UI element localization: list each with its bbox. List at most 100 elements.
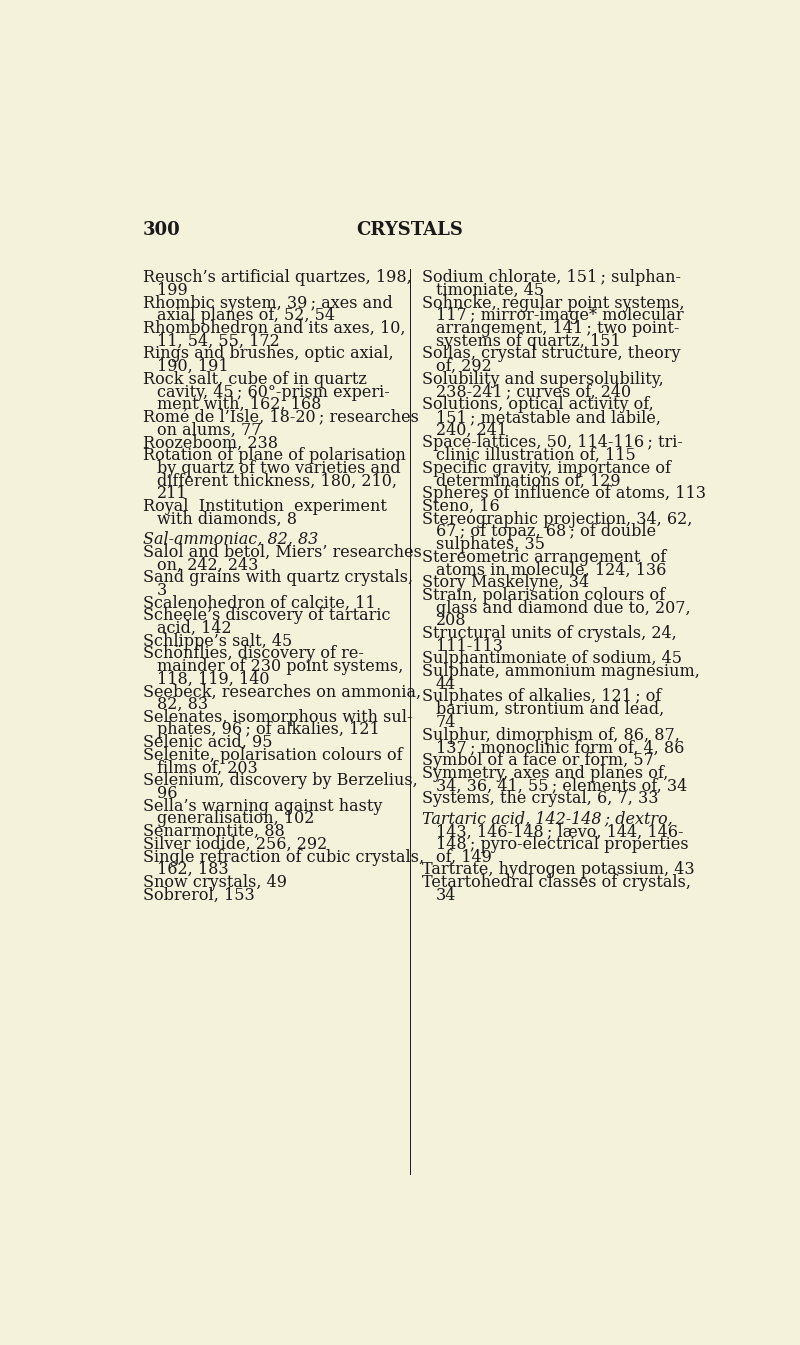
Text: 137 ; monoclinic form of, 4, 86: 137 ; monoclinic form of, 4, 86 [435,740,684,756]
Text: Seebeck, researches on ammonia,: Seebeck, researches on ammonia, [142,683,421,701]
Text: Rings and brushes, optic axial,: Rings and brushes, optic axial, [142,346,394,362]
Text: CRYSTALS: CRYSTALS [357,222,463,239]
Text: with diamonds, 8: with diamonds, 8 [157,511,297,527]
Text: films of, 203: films of, 203 [157,760,258,776]
Text: 111-113: 111-113 [435,638,502,655]
Text: phates, 96 ; of alkalies, 121: phates, 96 ; of alkalies, 121 [157,721,379,738]
Text: 82, 83: 82, 83 [157,697,208,713]
Text: Selenium, discovery by Berzelius,: Selenium, discovery by Berzelius, [142,772,418,790]
Text: cavity, 45 ; 60°-prism experi-: cavity, 45 ; 60°-prism experi- [157,383,390,401]
Text: 118, 119, 140: 118, 119, 140 [157,671,269,687]
Text: Space-lattices, 50, 114-116 ; tri-: Space-lattices, 50, 114-116 ; tri- [422,434,682,452]
Text: of, 149: of, 149 [435,849,491,866]
Text: 117 ; mirror-image* molecular: 117 ; mirror-image* molecular [435,307,683,324]
Text: arrangement, 141 ; two point-: arrangement, 141 ; two point- [435,320,679,338]
Text: Stereometric arrangement  of: Stereometric arrangement of [422,549,666,566]
Text: Salol and betol, Miers’ researches: Salol and betol, Miers’ researches [142,543,422,561]
Text: Systems, the crystal, 6, 7, 33: Systems, the crystal, 6, 7, 33 [422,790,658,807]
Text: 143, 146-148 ; lævo, 144, 146-: 143, 146-148 ; lævo, 144, 146- [435,823,683,841]
Text: Reusch’s artificial quartzes, 198,: Reusch’s artificial quartzes, 198, [142,269,411,286]
Text: Roozeboom, 238: Roozeboom, 238 [142,434,278,452]
Text: Tartrate, hydrogen potassium, 43: Tartrate, hydrogen potassium, 43 [422,861,694,878]
Text: 238-241 ; curves of, 240: 238-241 ; curves of, 240 [435,383,630,401]
Text: systems of quartz, 151: systems of quartz, 151 [435,332,620,350]
Text: Sal-ammoniac, 82, 83: Sal-ammoniac, 82, 83 [142,531,318,547]
Text: determinations of, 129: determinations of, 129 [435,472,620,490]
Text: 199: 199 [157,282,187,299]
Text: Tartaric acid, 142-148 ; dextro,: Tartaric acid, 142-148 ; dextro, [422,811,672,827]
Text: mainder of 230 point systems,: mainder of 230 point systems, [157,658,403,675]
Text: Selenic acid, 95: Selenic acid, 95 [142,734,272,752]
Text: Scalenohedron of calcite, 11: Scalenohedron of calcite, 11 [142,594,375,612]
Text: Story Maskelyne, 34: Story Maskelyne, 34 [422,574,589,590]
Text: Symmetry, axes and planes of,: Symmetry, axes and planes of, [422,765,668,781]
Text: 211: 211 [157,486,187,502]
Text: atoms in molecule, 124, 136: atoms in molecule, 124, 136 [435,561,666,578]
Text: Sodium chlorate, 151 ; sulphan-: Sodium chlorate, 151 ; sulphan- [422,269,681,286]
Text: Rhombohedron and its axes, 10,: Rhombohedron and its axes, 10, [142,320,405,338]
Text: Rock salt, cube of in quartz: Rock salt, cube of in quartz [142,371,366,387]
Text: Selenates, isomorphous with sul-: Selenates, isomorphous with sul- [142,709,412,726]
Text: Scheele’s discovery of tartaric: Scheele’s discovery of tartaric [142,607,390,624]
Text: Structural units of crystals, 24,: Structural units of crystals, 24, [422,625,676,642]
Text: on, 242, 243: on, 242, 243 [157,557,258,573]
Text: 96: 96 [157,785,177,802]
Text: Sulphantimoniate of sodium, 45: Sulphantimoniate of sodium, 45 [422,651,682,667]
Text: sulphates, 35: sulphates, 35 [435,537,545,553]
Text: by quartz of two varieties and: by quartz of two varieties and [157,460,400,476]
Text: acid, 142: acid, 142 [157,620,231,638]
Text: Sulphur, dimorphism of, 86, 87,: Sulphur, dimorphism of, 86, 87, [422,726,679,744]
Text: Sulphate, ammonium magnesium,: Sulphate, ammonium magnesium, [422,663,699,681]
Text: Sand grains with quartz crystals,: Sand grains with quartz crystals, [142,569,413,586]
Text: Solubility and supersolubility,: Solubility and supersolubility, [422,371,663,387]
Text: Schönflies, discovery of re-: Schönflies, discovery of re- [142,646,363,662]
Text: Schlippe’s salt, 45: Schlippe’s salt, 45 [142,632,292,650]
Text: Sella’s warning against hasty: Sella’s warning against hasty [142,798,382,815]
Text: Sohncke, regular point systems,: Sohncke, regular point systems, [422,295,684,312]
Text: on alums, 77: on alums, 77 [157,422,261,438]
Text: Royal  Institution  experiment: Royal Institution experiment [142,498,386,515]
Text: 3: 3 [157,582,167,599]
Text: Senarmontite, 88: Senarmontite, 88 [142,823,284,841]
Text: axial planes of, 52, 54: axial planes of, 52, 54 [157,307,334,324]
Text: Romé de l’Isle, 18-20 ; researches: Romé de l’Isle, 18-20 ; researches [142,409,418,426]
Text: Sulphates of alkalies, 121 ; of: Sulphates of alkalies, 121 ; of [422,689,661,706]
Text: of, 292: of, 292 [435,358,491,375]
Text: Specific gravity, importance of: Specific gravity, importance of [422,460,670,476]
Text: 190, 191: 190, 191 [157,358,228,375]
Text: generalisation, 102: generalisation, 102 [157,811,314,827]
Text: Stereographic projection, 34, 62,: Stereographic projection, 34, 62, [422,511,692,527]
Text: Solutions, optical activity of,: Solutions, optical activity of, [422,397,654,413]
Text: different thickness, 180, 210,: different thickness, 180, 210, [157,472,397,490]
Text: barium, strontium and lead,: barium, strontium and lead, [435,701,664,718]
Text: Tetartohedral classes of crystals,: Tetartohedral classes of crystals, [422,874,690,890]
Text: Snow crystals, 49: Snow crystals, 49 [142,874,286,890]
Text: timoniate, 45: timoniate, 45 [435,282,544,299]
Text: 148 ; pyro-electrical properties: 148 ; pyro-electrical properties [435,835,688,853]
Text: Single refraction of cubic crystals,: Single refraction of cubic crystals, [142,849,424,866]
Text: 74: 74 [435,714,456,730]
Text: Steno, 16: Steno, 16 [422,498,499,515]
Text: 34: 34 [435,886,456,904]
Text: Strain, polarisation colours of: Strain, polarisation colours of [422,586,665,604]
Text: Rotation of plane of polarisation: Rotation of plane of polarisation [142,447,406,464]
Text: 44: 44 [435,675,456,693]
Text: Sollas, crystal structure, theory: Sollas, crystal structure, theory [422,346,680,362]
Text: Sobrerol, 153: Sobrerol, 153 [142,886,254,904]
Text: 11, 54, 55, 172: 11, 54, 55, 172 [157,332,279,350]
Text: 162, 183: 162, 183 [157,861,228,878]
Text: 34, 36, 41, 55 ; elements of, 34: 34, 36, 41, 55 ; elements of, 34 [435,777,687,795]
Text: 300: 300 [142,222,180,239]
Text: Spheres of influence of atoms, 113: Spheres of influence of atoms, 113 [422,486,706,502]
Text: 208: 208 [435,612,466,629]
Text: 151 ; metastable and labile,: 151 ; metastable and labile, [435,409,661,426]
Text: glass and diamond due to, 207,: glass and diamond due to, 207, [435,600,690,616]
Text: Rhombic system, 39 ; axes and: Rhombic system, 39 ; axes and [142,295,392,312]
Text: 240, 241: 240, 241 [435,422,506,438]
Text: Silver iodide, 256, 292: Silver iodide, 256, 292 [142,835,327,853]
Text: 67 ; of topaz, 68 ; of double: 67 ; of topaz, 68 ; of double [435,523,656,541]
Text: clinic illustration of, 115: clinic illustration of, 115 [435,447,635,464]
Text: Symbol of a face or form, 57: Symbol of a face or form, 57 [422,752,654,769]
Text: Selenite, polarisation colours of: Selenite, polarisation colours of [142,746,402,764]
Text: ment with, 162, 168: ment with, 162, 168 [157,397,321,413]
